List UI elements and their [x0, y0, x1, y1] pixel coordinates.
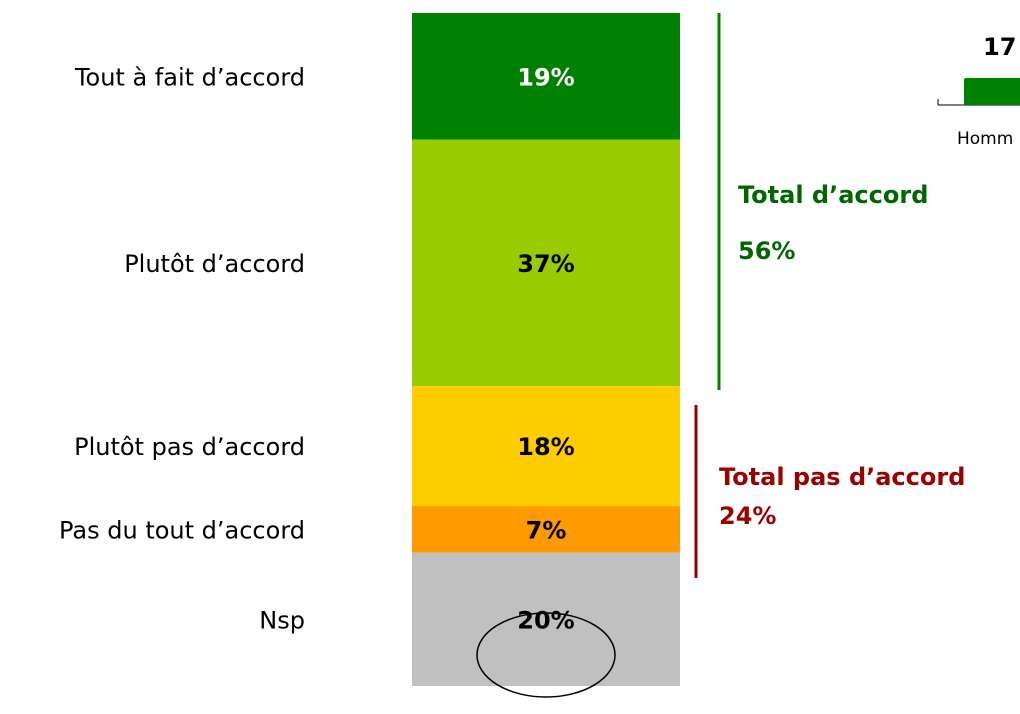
highlight-circle	[476, 612, 616, 698]
value-label: 18%	[517, 433, 574, 461]
inset-value-label: 17	[983, 33, 1016, 61]
bar-segment	[412, 139, 680, 387]
value-label: 37%	[517, 250, 574, 278]
value-label: 7%	[526, 516, 567, 544]
category-label: Nsp	[259, 606, 305, 634]
inset-bar	[964, 78, 1020, 105]
stacked-bar: 19% Tout à fait d’accord 37% Plutôt d’accor…	[59, 13, 680, 686]
annotation-title: Total d’accord	[738, 181, 928, 209]
category-label: Plutôt pas d’accord	[74, 433, 305, 461]
bar-segment	[412, 506, 680, 553]
annotation-value: 24%	[719, 502, 776, 530]
bar-segment	[412, 552, 680, 686]
inset-category: Homm	[957, 129, 1013, 149]
annotation-value: 56%	[738, 237, 795, 265]
category-label: Tout à fait d’accord	[74, 63, 305, 91]
category-label: Pas du tout d’accord	[59, 516, 305, 544]
value-label: 19%	[517, 63, 574, 91]
bar-segment	[412, 386, 680, 507]
category-label: Plutôt d’accord	[124, 250, 305, 278]
annotation-title: Total pas d’accord	[719, 463, 965, 491]
value-label: 20%	[517, 606, 574, 634]
bar-segment	[412, 13, 680, 140]
